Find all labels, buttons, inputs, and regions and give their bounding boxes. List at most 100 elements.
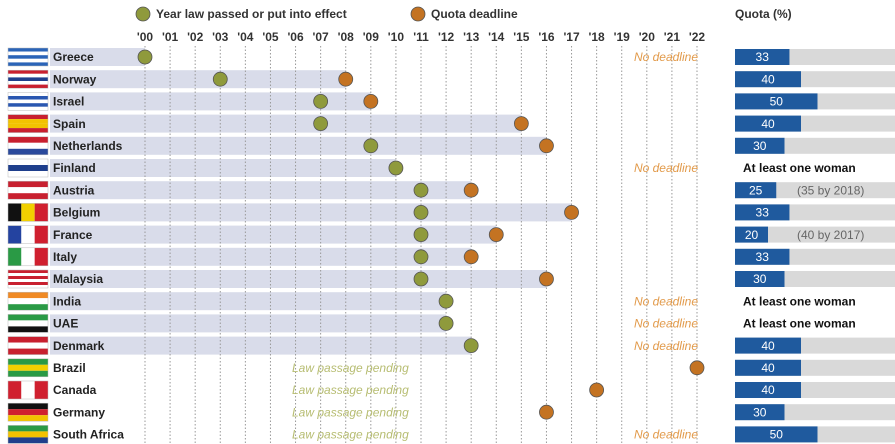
quota-value: 40 [761,361,775,375]
dot [413,204,429,220]
dot [413,271,429,287]
row-band [50,336,472,355]
x-tick-label: '10 [388,30,405,44]
flag-part [8,99,48,104]
pending-note: Law passage pending [292,383,409,397]
quota-bar [735,49,790,65]
country-label: South Africa [53,428,124,442]
row-band [50,247,472,266]
country-label: Malaysia [53,272,103,286]
country-label: Austria [53,183,95,197]
flag-part [8,381,22,399]
x-tick-label: '17 [563,30,580,44]
country-label: Spain [53,117,86,131]
flag-part [8,51,48,56]
flag-part [8,326,48,333]
quota-bar [735,182,777,199]
flag-part [8,193,48,200]
quota-bar [735,404,785,421]
quota-value: 40 [761,117,775,131]
dot [338,71,354,87]
quota-bar [735,248,790,265]
pending-note: Law passage pending [292,405,409,419]
flag-part [8,77,48,81]
quota-value: 50 [770,95,784,109]
flag-border [7,180,49,200]
x-tick-label: '02 [187,30,204,44]
quota-value: 40 [761,72,775,86]
flag-part [8,276,48,279]
flag-part [8,364,48,371]
dot [513,116,529,131]
flag-part [8,431,48,438]
quota-label: At least one woman [743,317,856,331]
quota-value: 40 [761,339,775,353]
pending-note: Law passage pending [292,428,409,442]
quota-value: 33 [756,206,770,220]
flag-part [8,304,48,311]
flag-part [34,381,48,399]
flag-part [8,298,48,305]
flag-border [7,225,49,244]
flag-part [8,148,48,155]
flag-part [8,273,48,276]
flag-border [7,92,49,111]
quota-note: (35 by 2018) [797,183,864,197]
flag-part [8,62,48,66]
flag-part [8,171,48,177]
quota-bar [735,337,801,354]
flag-part [8,84,48,89]
dot [363,138,379,154]
flag-part [8,70,48,74]
quota-bar [735,137,785,154]
flag-part [8,415,48,422]
flag-border [7,269,49,289]
flag-part [8,225,22,244]
quota-value: 30 [753,272,767,286]
flag-part [8,123,48,129]
dot [689,360,705,376]
dot [589,382,605,398]
quota-value: 30 [753,405,767,419]
quota-track [735,226,895,243]
row-band [50,136,547,155]
row-band [50,159,396,177]
flag-border [7,114,49,133]
flag-border [7,402,49,422]
dot [212,71,228,87]
dot [438,293,454,309]
x-tick-label: '16 [538,30,555,44]
row-band [50,292,447,311]
country-label: Netherlands [53,139,123,153]
flag-border [7,136,49,156]
country-label: Italy [53,250,77,264]
flag-part [8,370,48,377]
flag-part [21,225,35,244]
quota-bar [735,226,768,243]
flag-part [8,409,48,416]
flag-part [8,437,48,444]
flag-border [7,69,49,89]
country-label: Canada [53,383,97,397]
dot [137,49,153,65]
flag-part [8,136,48,143]
dot [413,182,429,198]
flag-part [8,106,48,111]
flag-part [8,96,48,100]
flag-part [8,119,48,124]
flag-border [7,158,49,178]
x-tick-label: '11 [413,30,429,44]
x-tick-label: '07 [313,30,330,44]
deadline-note: No deadline [634,50,698,64]
flag-part [8,58,48,63]
flag-part [21,381,35,399]
country-label: Norway [53,72,97,86]
dot [463,338,479,354]
flag-part [8,128,48,133]
flag-part [8,81,48,85]
flag-part [8,425,48,432]
country-label: Belgium [53,206,100,220]
row-band [50,70,346,89]
country-label: Brazil [53,361,86,375]
